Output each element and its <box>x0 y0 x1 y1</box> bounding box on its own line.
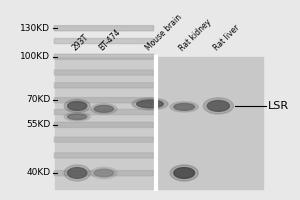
FancyBboxPatch shape <box>54 98 154 103</box>
Ellipse shape <box>91 167 117 179</box>
FancyBboxPatch shape <box>54 70 154 75</box>
Ellipse shape <box>132 98 168 110</box>
FancyBboxPatch shape <box>54 137 154 142</box>
Text: Rat liver: Rat liver <box>212 23 241 53</box>
Bar <box>156 57 263 189</box>
Ellipse shape <box>136 100 164 108</box>
Text: 100KD: 100KD <box>20 52 50 61</box>
Ellipse shape <box>68 101 87 110</box>
FancyBboxPatch shape <box>54 122 154 127</box>
Text: 40KD: 40KD <box>26 168 50 177</box>
Ellipse shape <box>174 168 195 178</box>
Ellipse shape <box>68 114 87 120</box>
Ellipse shape <box>94 105 114 112</box>
Ellipse shape <box>91 104 117 114</box>
Text: LSR: LSR <box>267 101 289 111</box>
Ellipse shape <box>64 165 90 181</box>
Text: 55KD: 55KD <box>26 120 50 129</box>
FancyBboxPatch shape <box>54 83 154 88</box>
Text: 130KD: 130KD <box>20 24 50 33</box>
Ellipse shape <box>170 165 198 181</box>
FancyBboxPatch shape <box>54 54 154 59</box>
Ellipse shape <box>64 99 90 113</box>
FancyBboxPatch shape <box>54 171 154 176</box>
Ellipse shape <box>203 98 233 114</box>
Ellipse shape <box>207 100 230 111</box>
FancyBboxPatch shape <box>54 26 154 31</box>
FancyBboxPatch shape <box>54 109 154 115</box>
Ellipse shape <box>94 169 114 177</box>
Text: 293T: 293T <box>71 33 91 53</box>
Text: BT-474: BT-474 <box>98 28 123 53</box>
Text: Mouse brain: Mouse brain <box>144 13 183 53</box>
Ellipse shape <box>64 113 90 121</box>
FancyBboxPatch shape <box>54 153 154 158</box>
Ellipse shape <box>174 103 195 110</box>
Text: 70KD: 70KD <box>26 96 50 104</box>
Text: Rat kidney: Rat kidney <box>178 17 213 53</box>
Ellipse shape <box>170 102 198 112</box>
FancyBboxPatch shape <box>54 38 154 44</box>
Ellipse shape <box>68 168 87 178</box>
Bar <box>55 57 156 189</box>
